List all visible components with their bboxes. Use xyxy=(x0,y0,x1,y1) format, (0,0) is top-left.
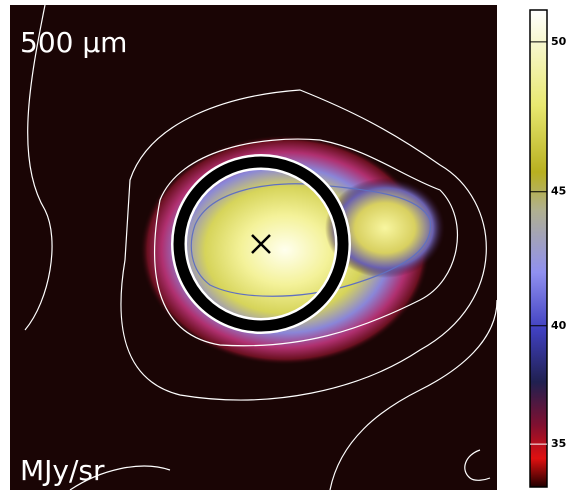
colorbar-tick-label: 45 xyxy=(551,185,566,198)
colorbar-tick-label: 50 xyxy=(551,35,567,48)
band-label: 500 μm xyxy=(20,26,127,59)
colorbar-tick-label: 40 xyxy=(551,319,567,332)
colorbar xyxy=(529,9,548,488)
map-image xyxy=(10,5,497,490)
unit-label: MJy/sr xyxy=(20,454,105,487)
colorbar-tick-label: 35 xyxy=(551,437,566,450)
